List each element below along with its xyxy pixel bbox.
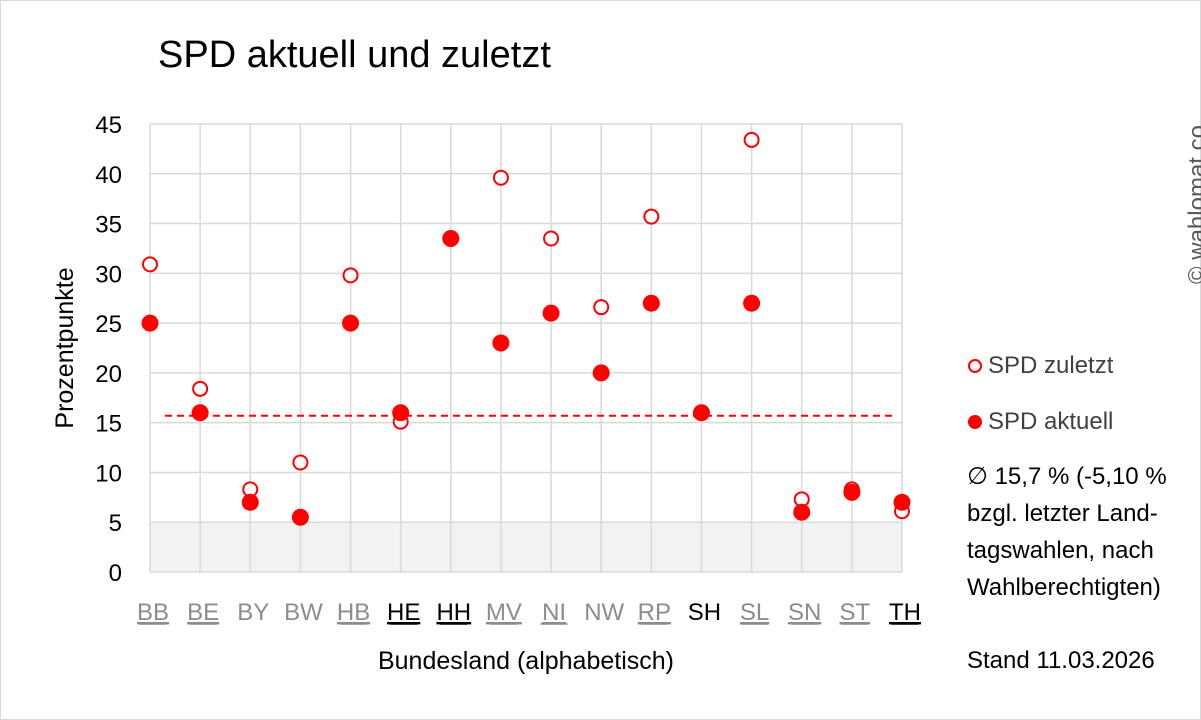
x-tick-label: MV [486, 599, 522, 626]
y-axis-label: Prozentpunkte [51, 267, 79, 428]
data-point-aktuell [191, 404, 209, 422]
data-point-aktuell [392, 404, 410, 422]
x-tick-label: HE [387, 599, 420, 626]
y-tick-label: 0 [109, 560, 122, 587]
note-line-4: Wahlberechtigten) [967, 574, 1161, 601]
data-point-aktuell [241, 493, 259, 511]
legend-item-zuletzt: SPD zuletzt [968, 352, 1113, 380]
x-tick-label: SL [740, 599, 769, 626]
y-tick-label: 15 [95, 411, 122, 438]
data-point-aktuell [492, 334, 510, 352]
y-tick-label: 20 [95, 361, 122, 388]
y-tick-label: 45 [95, 112, 122, 139]
data-point-zuletzt [543, 230, 560, 247]
data-point-aktuell [442, 229, 460, 247]
y-tick-label: 5 [109, 510, 122, 537]
shaded-band [150, 522, 902, 572]
x-tick-label: HB [337, 599, 370, 626]
data-point-zuletzt [593, 299, 610, 316]
legend-hollow-marker-icon [968, 359, 982, 373]
x-tick-label: HH [436, 599, 471, 626]
x-axis-label: Bundesland (alphabetisch) [378, 647, 674, 675]
x-tick-label: RP [638, 599, 671, 626]
y-tick-label: 10 [95, 460, 122, 487]
legend-label-aktuell: SPD aktuell [988, 408, 1114, 435]
x-tick-label: SN [788, 599, 821, 626]
data-point-aktuell [793, 503, 811, 521]
x-tick-label: NI [542, 599, 566, 626]
x-tick-label: BY [237, 599, 269, 626]
y-tick-label: 40 [95, 162, 122, 189]
data-point-aktuell [291, 508, 309, 526]
legend-filled-marker-icon [968, 415, 982, 429]
data-point-zuletzt [142, 256, 158, 273]
data-point-zuletzt [192, 380, 209, 397]
note-line-2: bzgl. letzter Land- [967, 500, 1158, 527]
stand-date: Stand 11.03.2026 [967, 647, 1155, 674]
data-point-aktuell [692, 404, 710, 422]
data-point-aktuell [141, 314, 159, 332]
x-tick-label: SH [688, 599, 721, 626]
x-tick-label: BB [137, 599, 169, 626]
data-point-aktuell [342, 314, 360, 332]
note-line-1: ∅ 15,7 % (-5,10 % [967, 463, 1167, 490]
chart-title: SPD aktuell und zuletzt [158, 34, 551, 76]
note-line-3: tagswahlen, nach [967, 537, 1154, 564]
x-tick-label: TH [889, 599, 921, 626]
x-tick-label: ST [840, 599, 871, 626]
data-point-aktuell [642, 294, 660, 312]
data-point-aktuell [843, 483, 861, 501]
data-point-aktuell [893, 493, 911, 511]
data-point-zuletzt [292, 454, 309, 471]
x-tick-label: BW [284, 599, 323, 626]
data-point-zuletzt [643, 208, 660, 225]
data-point-aktuell [743, 294, 761, 312]
data-point-aktuell [592, 364, 610, 382]
legend-item-aktuell: SPD aktuell [968, 408, 1113, 436]
x-tick-label: BE [187, 599, 219, 626]
y-tick-label: 30 [95, 261, 122, 288]
copyright-text: © wahlomat.co [1184, 125, 1201, 284]
y-tick-label: 25 [95, 311, 122, 338]
data-point-zuletzt [492, 169, 509, 186]
x-tick-label: NW [584, 599, 624, 626]
y-tick-label: 35 [95, 212, 122, 239]
data-point-zuletzt [743, 131, 760, 148]
data-point-zuletzt [342, 267, 359, 284]
data-point-aktuell [542, 304, 560, 322]
legend-label-zuletzt: SPD zuletzt [988, 352, 1114, 379]
